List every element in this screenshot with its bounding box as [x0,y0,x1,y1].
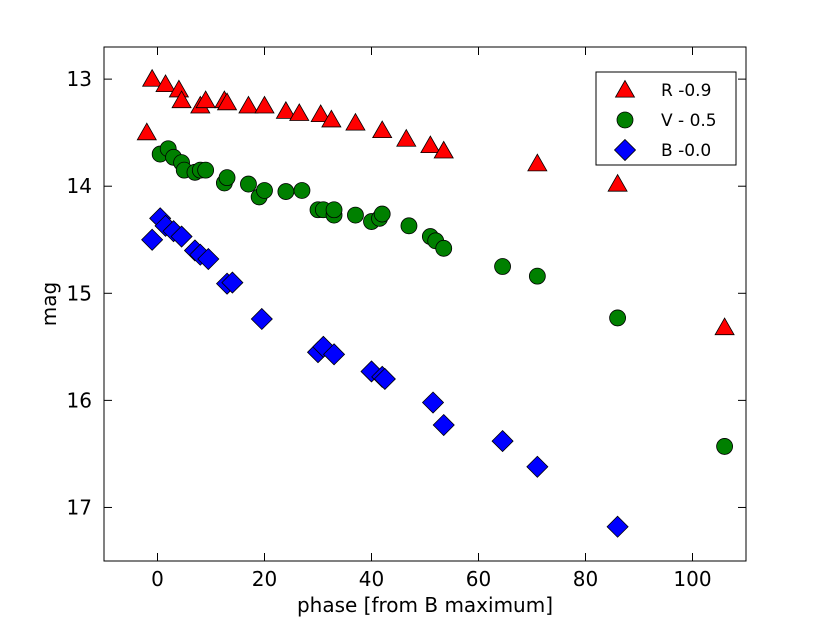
circle-data-point [240,175,257,193]
legend-label: V - 0.5 [661,111,717,131]
legend-entry: B -0.0 [613,138,711,162]
diamond-data-point [606,515,629,538]
diamond-data-point [526,455,549,478]
y-axis-label: mag [37,282,61,326]
legend-diamond-icon [613,138,637,162]
diamond-data-point [432,413,455,437]
diamond-data-point [421,391,445,414]
triangle-data-point [195,90,216,109]
triangle-data-point [321,109,342,128]
triangle-data-point [433,140,454,159]
triangle-data-point [216,92,238,111]
legend: R -0.9 V - 0.5 B -0.0 [595,71,737,166]
diamond-data-point [141,228,164,251]
diamond-data-point [373,367,396,391]
circle-data-point [293,182,311,199]
circle-data-point [435,239,453,257]
legend-entry: V - 0.5 [616,111,717,131]
x-tick-label: 20 [252,567,277,591]
y-tick-label: 17 [67,495,92,519]
triangle-data-point [345,112,366,131]
y-tick-label: 15 [67,281,92,305]
series-circle-markers [151,140,733,455]
y-tick-label: 16 [67,388,92,412]
triangle-data-point [420,135,441,154]
y-axis-ticks: 13 14 15 16 17 [67,67,746,519]
triangle-data-point [275,100,297,119]
triangle-data-point [396,128,417,147]
legend-triangle-icon [614,79,636,98]
x-tick-label: 40 [359,567,384,591]
x-tick-label: 60 [466,567,491,591]
circle-data-point [400,217,418,235]
triangle-data-point [607,173,628,192]
diamond-data-point [491,430,514,453]
diamond-data-point [322,343,346,366]
circle-data-point [609,309,626,327]
x-axis-label: phase [from B maximum] [297,593,553,617]
x-tick-label: 80 [573,567,598,591]
y-tick-label: 14 [67,174,92,198]
triangle-data-point [136,122,157,141]
circle-data-point [494,258,511,275]
legend-label: B -0.0 [661,141,711,161]
circle-data-point [528,267,546,285]
circle-data-point [256,182,273,199]
x-tick-label: 0 [151,567,164,591]
data-markers [136,68,735,538]
diamond-data-point [170,225,193,248]
circle-data-point [347,206,364,224]
x-tick-label: 100 [673,567,711,591]
plot-frame [103,46,747,562]
legend-circle-icon [616,111,634,129]
triangle-data-point [289,103,310,121]
triangle-data-point [527,153,548,172]
triangle-data-point [254,95,275,114]
y-tick-label: 13 [67,67,92,91]
diamond-data-point [250,307,273,331]
circle-data-point [277,183,295,200]
series-triangle-markers [136,68,735,336]
diamond-data-point [197,247,220,271]
circle-data-point [373,205,391,223]
circle-data-point [197,161,215,179]
triangle-data-point [155,74,176,93]
circle-data-point [325,201,343,219]
triangle-data-point [372,120,393,139]
circle-data-point [218,169,236,187]
series-diamond-markers [141,207,629,538]
legend-entry: R -0.9 [614,79,711,101]
diamond-data-point [221,271,244,294]
legend-label: R -0.9 [661,81,711,101]
circle-data-point [716,438,733,455]
triangle-data-point [238,95,259,114]
triangle-data-point [171,90,192,109]
triangle-data-point [714,317,735,336]
x-axis-ticks: 0 20 40 60 80 100 [151,47,712,591]
triangle-data-point [141,68,163,87]
triangle-data-point [310,104,331,122]
